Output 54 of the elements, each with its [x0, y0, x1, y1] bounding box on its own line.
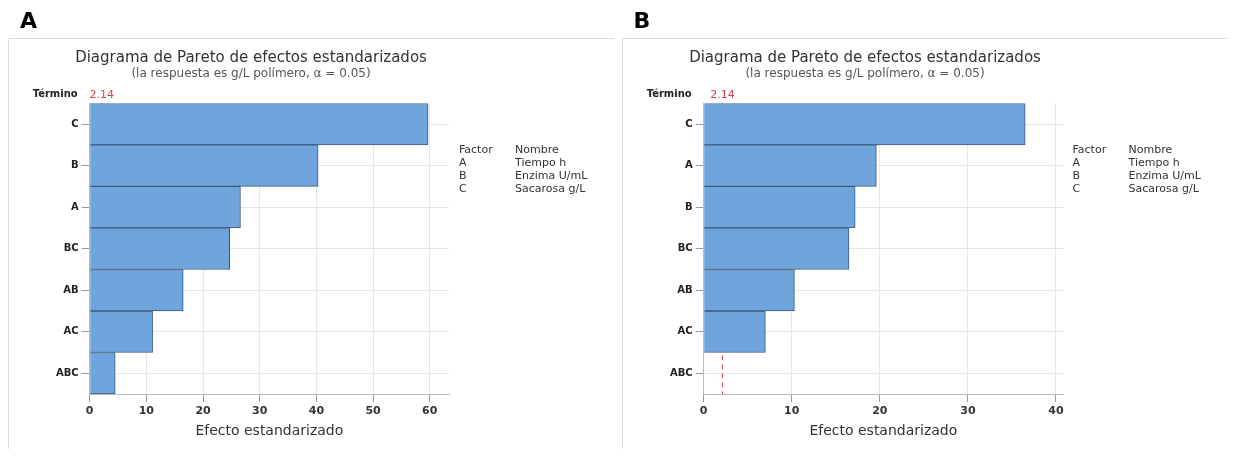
y-tick-label: AC: [63, 325, 79, 337]
y-tick-label: A: [684, 159, 693, 171]
y-tick-label: A: [70, 200, 79, 212]
x-axis-title: Efecto estandarizado: [195, 422, 344, 439]
y-tick-label: B: [71, 159, 79, 171]
x-tick-label: 30: [959, 404, 976, 418]
x-tick-label: 0: [85, 404, 94, 418]
text: Nombre: [1128, 143, 1174, 156]
x-tick-label: 30: [252, 404, 268, 418]
y-tick-label: AB: [63, 283, 79, 295]
y-tick-label: ABC: [669, 366, 693, 378]
y-tick-label: AC: [677, 325, 693, 337]
y-tick-label: C: [684, 117, 693, 129]
chart-subtitle: (la respuesta es g/L polímero, α = 0.05): [744, 66, 985, 81]
text: B: [1072, 169, 1082, 182]
text: Sacarosa g/L: [1128, 182, 1200, 195]
y-tick-label: ABC: [56, 366, 79, 378]
text: Tiempo h: [1128, 156, 1181, 169]
ref-line-label: 2.14: [709, 87, 735, 101]
text: Nombre: [515, 143, 560, 156]
chart-title: Diagrama de Pareto de efectos estandarizados: [688, 47, 1041, 66]
x-tick-label: 20: [195, 404, 212, 418]
text: C: [1072, 182, 1082, 195]
text: Tiempo h: [515, 156, 568, 169]
x-tick-label: 10: [783, 404, 800, 418]
text: Sacarosa g/L: [515, 182, 587, 195]
y-tick-label: AB: [676, 283, 693, 295]
ref-line-label: 2.14: [89, 87, 115, 101]
text: A: [19, 8, 39, 35]
y-axis-title: Término: [32, 87, 78, 99]
x-tick-label: 50: [365, 404, 382, 418]
x-tick-label: 40: [1047, 404, 1064, 418]
chart-subtitle: (la respuesta es g/L polímero, α = 0.05): [131, 66, 371, 81]
x-tick-label: 10: [138, 404, 155, 418]
text: Factor: [1072, 143, 1108, 156]
y-tick-label: C: [71, 117, 79, 129]
text: B: [459, 169, 468, 182]
text: A: [459, 156, 468, 169]
text: Factor: [459, 143, 494, 156]
y-tick-label: B: [684, 200, 693, 212]
y-axis-title: Término: [646, 87, 692, 99]
x-tick-label: 40: [308, 404, 325, 418]
text: C: [459, 182, 468, 195]
text: B: [632, 8, 652, 35]
x-tick-label: 60: [422, 404, 438, 418]
y-tick-label: BC: [63, 242, 79, 254]
chart-title: Diagrama de Pareto de efectos estandarizados: [75, 47, 428, 66]
x-tick-label: 20: [871, 404, 888, 418]
text: A: [1072, 156, 1082, 169]
text: Enzima U/mL: [1128, 169, 1201, 182]
x-axis-title: Efecto estandarizado: [808, 422, 957, 439]
y-tick-label: BC: [677, 242, 693, 254]
x-tick-label: 0: [699, 404, 708, 418]
text: Enzima U/mL: [515, 169, 588, 182]
